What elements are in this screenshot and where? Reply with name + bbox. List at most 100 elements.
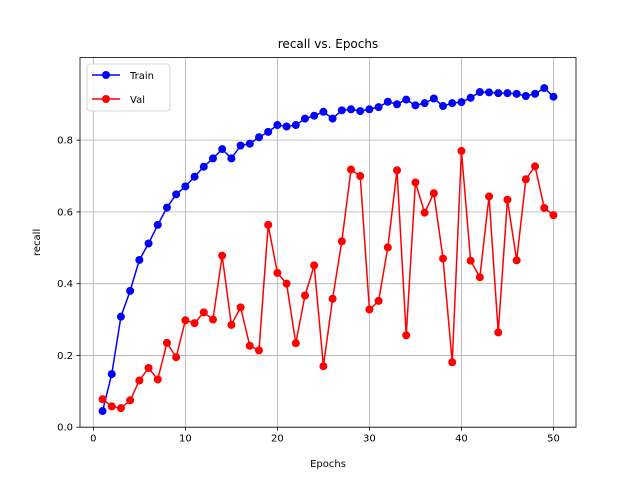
data-point	[135, 376, 144, 385]
data-point	[254, 346, 263, 355]
data-point	[264, 220, 273, 229]
data-point	[429, 94, 438, 103]
data-point	[126, 396, 135, 405]
data-point	[208, 315, 217, 324]
data-point	[153, 220, 162, 229]
data-point	[549, 92, 558, 101]
data-point	[356, 172, 365, 181]
data-point	[319, 107, 328, 116]
chart-title: recall vs. Epochs	[278, 37, 378, 51]
data-point	[107, 402, 116, 411]
data-point	[411, 101, 420, 110]
data-point	[393, 100, 402, 109]
data-point	[190, 319, 199, 328]
data-point	[107, 370, 116, 379]
x-tick-label: 30	[363, 434, 376, 445]
data-point	[199, 308, 208, 317]
x-tick-label: 10	[179, 434, 192, 445]
y-tick-label: 0.8	[57, 136, 73, 147]
data-point	[503, 89, 512, 98]
data-point	[98, 407, 107, 416]
data-point	[374, 103, 383, 112]
data-point	[503, 195, 512, 204]
data-point	[347, 165, 356, 174]
data-point	[485, 88, 494, 97]
data-point	[466, 93, 475, 102]
data-point	[310, 261, 319, 270]
x-axis-label: Epochs	[310, 459, 346, 470]
data-point	[448, 99, 457, 108]
data-point	[181, 316, 190, 325]
x-tick-label: 0	[90, 434, 96, 445]
data-point	[218, 251, 227, 260]
data-point	[420, 208, 429, 217]
data-point	[199, 162, 208, 171]
data-point	[457, 146, 466, 155]
data-point	[319, 362, 328, 371]
data-point	[374, 296, 383, 305]
data-point	[337, 106, 346, 115]
data-point	[337, 237, 346, 246]
y-tick-label: 0.6	[57, 207, 73, 218]
data-point	[475, 88, 484, 97]
grid-layer	[80, 57, 576, 428]
data-point	[531, 89, 540, 98]
data-point	[383, 97, 392, 106]
ticks-layer: 0 10 20 30 40 50 0.0 0.2 0.4 0.6 0.8	[57, 136, 560, 445]
legend: Train Val	[86, 63, 171, 112]
data-point	[494, 89, 503, 98]
data-point	[144, 239, 153, 248]
data-point	[540, 84, 549, 93]
data-point	[126, 286, 135, 295]
data-point	[273, 121, 282, 130]
data-point	[227, 154, 236, 163]
data-point	[420, 99, 429, 108]
series-layer	[98, 84, 558, 416]
data-point	[135, 255, 144, 264]
data-point	[98, 395, 107, 404]
data-point	[494, 328, 503, 337]
y-tick-label: 0.2	[57, 351, 73, 362]
data-point	[310, 111, 319, 120]
data-point	[190, 172, 199, 181]
data-point	[116, 404, 125, 413]
data-point	[466, 256, 475, 265]
data-point	[540, 203, 549, 212]
data-point	[402, 331, 411, 340]
data-point	[300, 114, 309, 123]
data-point	[512, 89, 521, 98]
data-point	[365, 305, 374, 314]
data-point	[162, 203, 171, 212]
data-point	[328, 114, 337, 123]
data-point	[291, 339, 300, 348]
legend-label: Train	[129, 71, 154, 82]
data-point	[172, 353, 181, 362]
legend-marker	[102, 95, 110, 103]
data-point	[411, 178, 420, 187]
data-point	[254, 133, 263, 142]
y-tick-label: 0.0	[57, 423, 73, 434]
data-point	[475, 273, 484, 282]
data-point	[218, 145, 227, 154]
data-point	[273, 268, 282, 277]
series-val	[98, 146, 558, 413]
data-point	[549, 211, 558, 220]
data-point	[172, 190, 181, 199]
data-point	[485, 192, 494, 201]
data-point	[439, 254, 448, 263]
data-point	[227, 320, 236, 329]
y-axis-label: recall	[32, 229, 43, 256]
data-point	[429, 189, 438, 198]
x-tick-label: 50	[547, 434, 560, 445]
plot-frame	[79, 57, 577, 428]
legend-box	[86, 63, 171, 112]
data-point	[282, 279, 291, 288]
data-point	[531, 162, 540, 171]
data-point	[236, 303, 245, 312]
data-point	[521, 175, 530, 184]
data-point	[245, 341, 254, 350]
series-train	[98, 84, 558, 416]
legend-marker	[102, 71, 110, 79]
data-point	[116, 312, 125, 321]
